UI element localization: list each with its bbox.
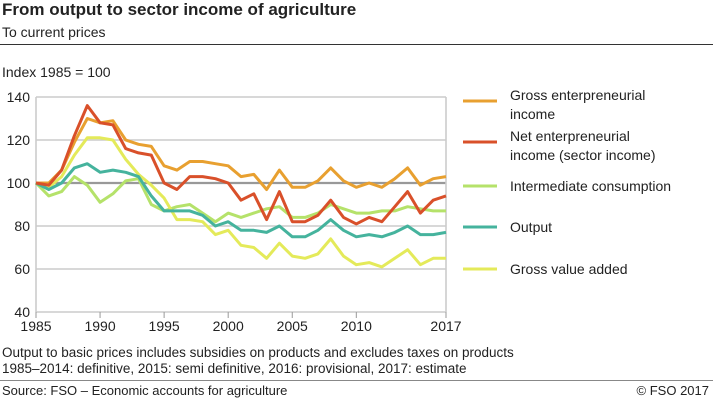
series-line-intermediate-consumption xyxy=(34,175,446,224)
y-tick-label: 100 xyxy=(7,175,31,191)
legend-item: Output xyxy=(463,219,552,235)
x-tick-label: 1990 xyxy=(84,318,115,334)
chart-title: From output to sector income of agricult… xyxy=(2,0,357,19)
legend-label: income xyxy=(510,106,555,122)
series-line-output xyxy=(35,162,447,239)
legend-item: Intermediate consumption xyxy=(463,178,671,194)
x-tick-label: 2005 xyxy=(277,318,308,334)
footnote-2: 1985–2014: definitive, 2015: semi defini… xyxy=(2,361,467,376)
y-tick-label: 60 xyxy=(14,261,30,277)
divider xyxy=(0,44,713,45)
series-line-gross-enterpreneurial-income xyxy=(36,117,447,191)
series-line-gross-value-added xyxy=(35,136,446,269)
legend-label: Output xyxy=(510,219,552,235)
x-tick-label: 1995 xyxy=(149,318,180,334)
legend-item: Gross enterpreneurial income xyxy=(463,87,645,122)
series-line-net-enterpreneurial-income-sector-income- xyxy=(35,104,447,226)
y-tick-label: 140 xyxy=(7,89,31,105)
legend-item: Net enterpreneurial income (sector income… xyxy=(463,128,656,163)
chart-subtitle: To current prices xyxy=(2,24,106,40)
y-tick-label: 120 xyxy=(7,132,31,148)
legend-label: income (sector income) xyxy=(510,147,656,163)
legend-label: Intermediate consumption xyxy=(510,178,671,194)
source: Source: FSO – Economic accounts for agri… xyxy=(2,383,288,398)
divider xyxy=(0,380,713,381)
footnote-1: Output to basic prices includes subsidie… xyxy=(2,345,514,360)
x-tick-label: 2010 xyxy=(341,318,372,334)
y-tick-label: 80 xyxy=(14,218,30,234)
x-tick-label: 2017 xyxy=(430,318,461,334)
legend-label: Gross enterpreneurial xyxy=(510,87,645,103)
y-axis-label: Index 1985 = 100 xyxy=(2,64,111,80)
x-tick-label: 1985 xyxy=(20,318,51,334)
legend-label: Gross value added xyxy=(510,261,628,277)
copyright: © FSO 2017 xyxy=(636,383,709,398)
legend-label: Net enterpreneurial xyxy=(510,128,630,144)
legend-item: Gross value added xyxy=(463,261,628,277)
y-tick-label: 40 xyxy=(14,304,30,320)
x-tick-label: 2000 xyxy=(213,318,244,334)
